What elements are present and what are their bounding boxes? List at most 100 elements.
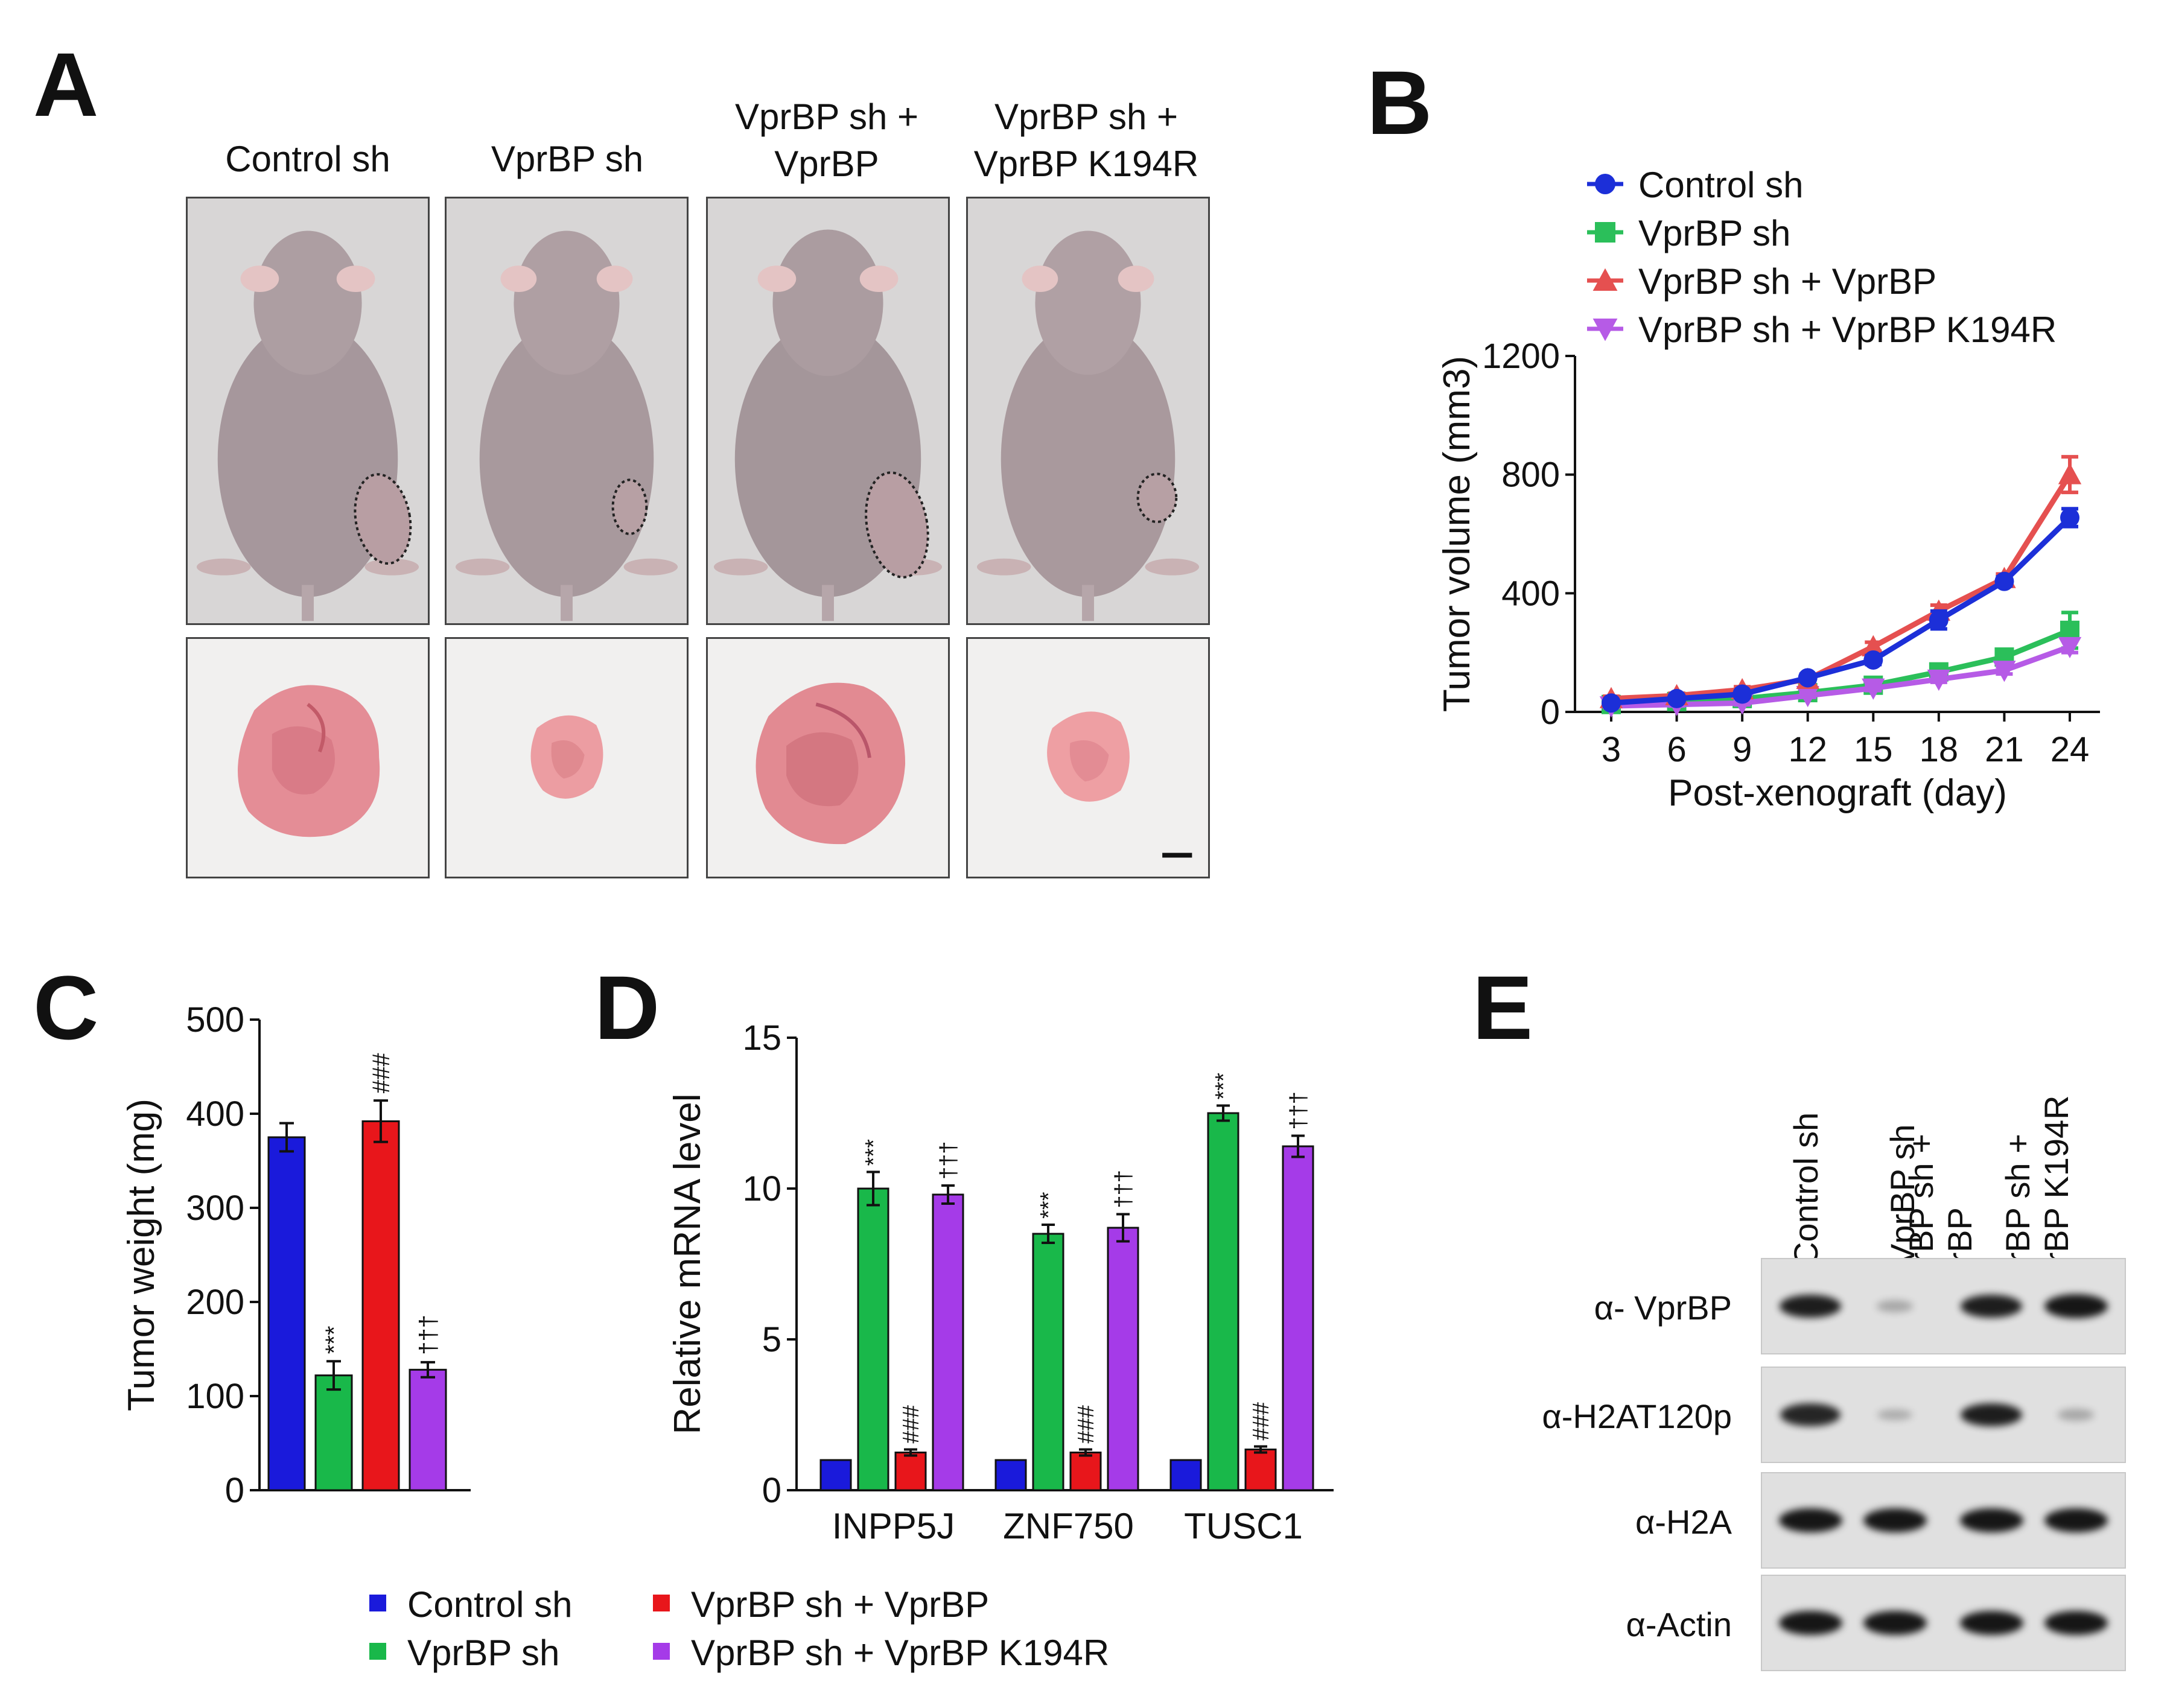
bar	[1207, 1112, 1239, 1491]
data-point	[1595, 174, 1615, 194]
y-axis-label: Tumor weight (mg)	[121, 1099, 162, 1411]
legend-label: Control sh	[1638, 165, 1803, 205]
x-tick-label: 24	[2051, 730, 2090, 769]
mouse-illustration	[713, 229, 943, 621]
bar	[409, 1368, 447, 1491]
data-point	[1796, 685, 1819, 708]
tumor-photo-vprbp-sh	[445, 637, 689, 878]
bar	[819, 1459, 852, 1491]
legend-label: VprBP sh + VprBP	[691, 1584, 990, 1625]
data-point	[1592, 268, 1618, 291]
data-point	[1994, 571, 2014, 591]
bar	[1107, 1227, 1139, 1491]
col-label-rescue: VprBP sh + VprBP	[700, 94, 953, 188]
chart-relative-mrna: 0 5 10 15 Relative mRNA level INPP5J *** ### †††…	[667, 1018, 1334, 1546]
blot-band	[1877, 1409, 1913, 1421]
bar	[267, 1136, 306, 1491]
mouse-illustration	[976, 230, 1200, 621]
tumor-photo-control	[186, 637, 430, 878]
col-label-control: Control sh	[181, 136, 434, 183]
data-point	[1862, 678, 1885, 700]
legend-label: VprBP sh	[407, 1633, 560, 1673]
legend-swatch	[369, 1595, 386, 1611]
series-line	[1611, 473, 2072, 702]
blot-band	[1959, 1508, 2023, 1532]
significance-label: ***	[861, 1139, 886, 1166]
legend-swatch	[369, 1643, 386, 1660]
x-tick-label: 15	[1854, 730, 1893, 769]
mouse-photo-vprbp-sh	[445, 197, 689, 625]
blot-band	[1959, 1611, 2023, 1635]
tumor-illustration	[237, 685, 380, 837]
significance-label: ###	[368, 1053, 395, 1093]
blot-row-label: α- VprBP	[1594, 1289, 1732, 1327]
blot-band	[2057, 1409, 2095, 1421]
bar	[1169, 1459, 1202, 1491]
y-tick-label: 400	[1501, 574, 1560, 613]
significance-label: ###	[1074, 1405, 1099, 1443]
tumor-photo-rescue	[706, 637, 950, 878]
panel-b-letter: B	[1367, 52, 1433, 153]
data-point	[1862, 635, 1885, 656]
data-point	[2060, 507, 2079, 527]
x-axis-label: Post-xenograft (day)	[1668, 772, 2007, 814]
data-point	[1602, 693, 1621, 713]
bar	[894, 1452, 927, 1491]
blot-band	[1863, 1508, 1927, 1532]
panel-d-letter: D	[594, 957, 660, 1058]
col-label-line2: VprBP K194R	[973, 144, 1199, 184]
y-tick-label: 5	[762, 1320, 781, 1359]
data-point	[2060, 620, 2079, 640]
data-point	[1993, 661, 2016, 682]
significance-label: ***	[1211, 1073, 1236, 1100]
lane-label-line1: Control sh	[1787, 1112, 1825, 1266]
col-label-line1: Control sh	[225, 139, 390, 179]
significance-label: †††	[1111, 1170, 1136, 1208]
bar	[932, 1193, 964, 1491]
data-point	[1732, 684, 1752, 704]
significance-label: ***	[1036, 1192, 1061, 1219]
blot-band	[1960, 1294, 2023, 1318]
col-label-vprbp-sh: VprBP sh	[441, 136, 694, 183]
series-line	[1611, 627, 2071, 708]
y-tick-label: 300	[186, 1189, 244, 1228]
significance-label: †††	[936, 1141, 961, 1179]
blot-band	[1778, 1508, 1842, 1532]
mouse-photo-k194r	[966, 197, 1210, 625]
panel-a-letter: A	[33, 34, 99, 135]
y-tick-label: 800	[1501, 456, 1560, 495]
blot-band	[1876, 1300, 1914, 1312]
blot-band	[2044, 1611, 2108, 1635]
blot-band	[1780, 1403, 1841, 1426]
chart-tumor-volume: 0 400 800 1200 3 6 9 12 15 18 21 24 Post-xenograft (…	[1436, 165, 2100, 814]
bar	[314, 1374, 353, 1491]
blot-band	[1960, 1403, 2023, 1427]
x-tick-label: 12	[1788, 730, 1827, 769]
panel-c-letter: C	[33, 957, 99, 1058]
blot-band	[2044, 1508, 2108, 1532]
y-tick-label: 15	[742, 1018, 781, 1058]
x-tick-label: 3	[1602, 730, 1621, 769]
bar	[994, 1459, 1027, 1491]
legend-label: VprBP sh	[1638, 213, 1790, 253]
x-tick-label: 18	[1920, 730, 1959, 769]
col-label-line2: VprBP	[774, 144, 879, 184]
data-point	[1863, 650, 1883, 670]
legend-swatch	[653, 1595, 670, 1611]
bar	[1032, 1233, 1064, 1491]
tumor-illustration	[1047, 711, 1192, 858]
shared-legend: Control sh VprBP sh + VprBP VprBP sh Vpr…	[362, 1584, 1207, 1680]
col-label-line1: VprBP sh	[491, 139, 644, 179]
y-tick-label: 500	[186, 1002, 244, 1040]
data-point	[1798, 668, 1818, 688]
y-tick-label: 200	[186, 1283, 244, 1322]
blot-band	[1863, 1611, 1927, 1635]
x-tick-label: 9	[1732, 730, 1752, 769]
y-tick-label: 0	[1541, 693, 1560, 732]
mouse-illustration	[455, 230, 678, 621]
bar	[857, 1187, 889, 1491]
y-tick-label: 0	[225, 1471, 244, 1510]
data-point	[1667, 688, 1687, 708]
bar	[1069, 1452, 1102, 1491]
blot-band	[2044, 1294, 2108, 1318]
